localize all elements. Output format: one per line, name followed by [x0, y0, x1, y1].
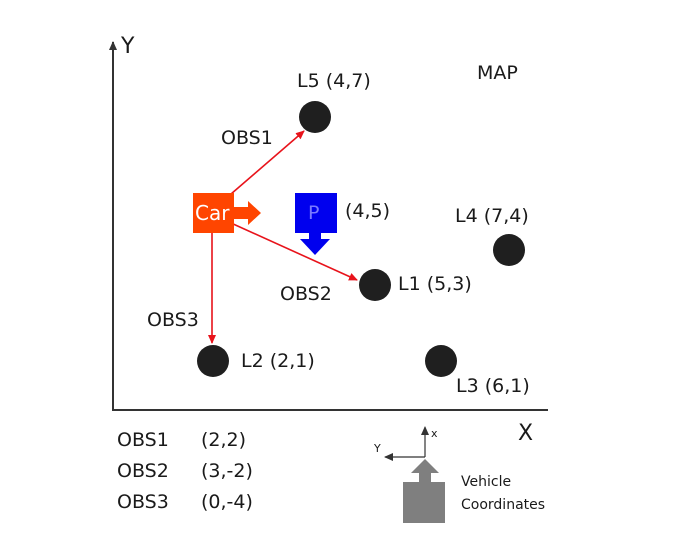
obs1-name: OBS1	[117, 429, 169, 451]
landmark-l4-label: L4 (7,4)	[455, 205, 529, 227]
vehicle-box	[403, 482, 445, 523]
landmark-l2-dot	[197, 345, 229, 377]
obs3-name: OBS3	[117, 491, 169, 513]
obs2-arrow	[230, 222, 358, 281]
vehicle-y-axis-label: Y	[374, 442, 381, 455]
obs3-arrow-label: OBS3	[147, 309, 199, 331]
particle-label: P	[308, 202, 320, 224]
landmark-l4-dot	[493, 234, 525, 266]
obs3-value: (0,-4)	[201, 491, 253, 513]
car-heading-arrow	[233, 201, 261, 225]
obs1-arrow	[230, 130, 305, 195]
obs1-value: (2,2)	[201, 429, 247, 451]
obs2-arrow-label: OBS2	[280, 283, 332, 305]
obs2-name: OBS2	[117, 460, 169, 482]
vehicle-coords-caption-line2: Coordinates	[461, 497, 546, 513]
landmark-l1-dot	[359, 269, 391, 301]
landmark-l5-dot	[299, 101, 331, 133]
map-title: MAP	[477, 62, 518, 84]
vehicle-x-axis-label: x	[431, 427, 438, 440]
obs1-arrow-label: OBS1	[221, 127, 273, 149]
landmark-l1-label: L1 (5,3)	[398, 273, 472, 295]
particle-box	[295, 193, 337, 233]
landmark-l3-dot	[425, 345, 457, 377]
y-axis-label: Y	[121, 34, 135, 59]
landmark-l5-label: L5 (4,7)	[297, 70, 371, 92]
car-box	[193, 193, 234, 233]
landmark-l3-label: L3 (6,1)	[456, 375, 530, 397]
particle-coords: (4,5)	[345, 200, 391, 222]
vehicle-heading-arrow	[411, 459, 439, 484]
vehicle-coords-caption-line1: Vehicle	[461, 474, 512, 490]
obs2-value: (3,-2)	[201, 460, 253, 482]
car-label: Car	[195, 201, 230, 225]
x-axis-label: X	[518, 421, 534, 446]
particle-heading-arrow	[300, 232, 330, 255]
landmark-l2-label: L2 (2,1)	[241, 350, 315, 372]
